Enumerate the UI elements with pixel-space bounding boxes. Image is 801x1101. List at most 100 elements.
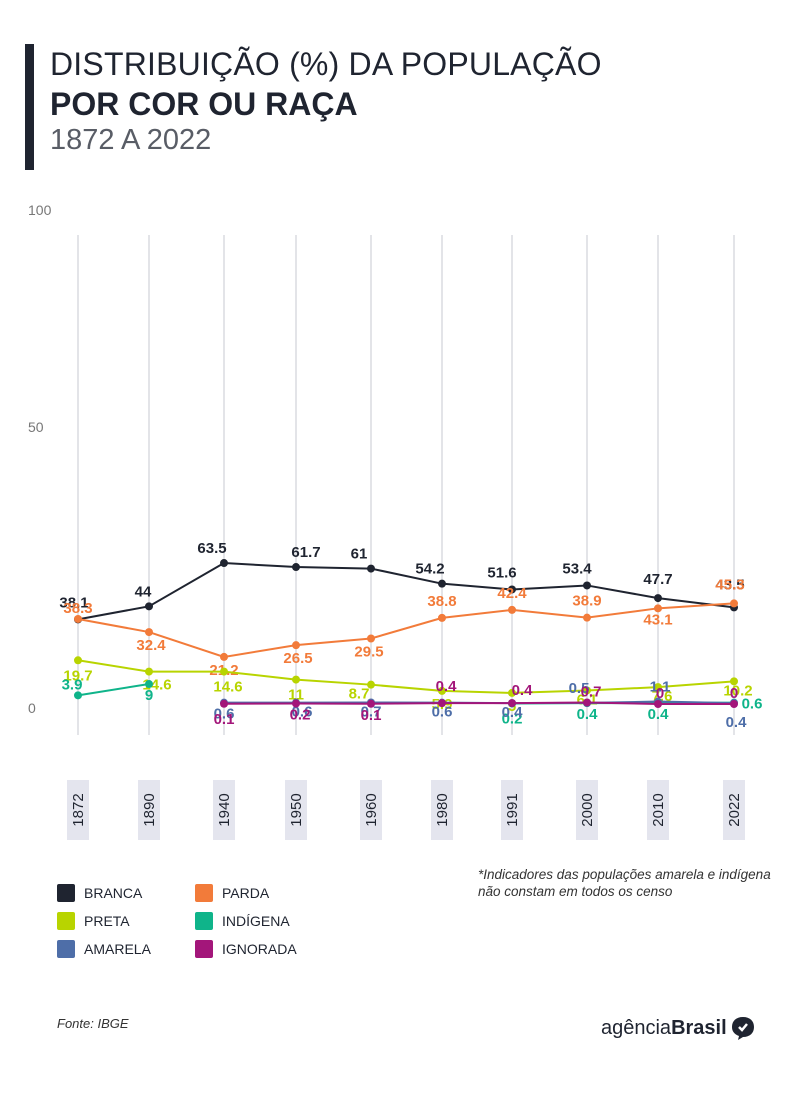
point-preta-1890 <box>145 667 153 676</box>
data-label-parda-1960: 29.5 <box>354 644 383 661</box>
series-line-ignorada <box>223 701 734 705</box>
legend-label-parda: PARDA <box>222 885 270 901</box>
point-preta-1991 <box>508 688 516 697</box>
legend-item-amarela: AMARELA <box>57 940 151 958</box>
point-preta-1872 <box>74 656 82 665</box>
data-label-ignorada-1950: 0.2 <box>290 707 311 724</box>
point-branca-1980 <box>438 579 446 588</box>
data-label-branca-1940: 63.5 <box>197 540 226 557</box>
x-tick-label-1950: 1950 <box>288 793 305 826</box>
data-label-branca-1872: 38.1 <box>59 594 88 611</box>
x-tick-label-1960: 1960 <box>363 793 380 826</box>
data-label-ignorada-2000: 0.7 <box>581 683 602 700</box>
data-label-parda-1890: 32.4 <box>136 637 166 654</box>
data-label-amarela-1950: 0.6 <box>292 704 313 721</box>
legend-swatch-ignorada <box>195 940 213 958</box>
chart-subtitle: 1872 A 2022 <box>50 124 212 156</box>
data-label-ignorada-1960: 0.1 <box>361 707 382 724</box>
agencia-brasil-logo: agênciaBrasil <box>601 1015 756 1041</box>
point-preta-1980 <box>438 686 446 695</box>
data-label-indgena-2010: 0.4 <box>648 706 670 723</box>
footnote: *Indicadores das populações amarela e in… <box>478 867 771 899</box>
legend-item-indgena: INDÍGENA <box>195 912 290 930</box>
point-preta-2010 <box>654 683 662 692</box>
point-branca-1890 <box>145 602 153 611</box>
x-tick-label-1991: 1991 <box>504 793 521 826</box>
point-parda-1980 <box>438 613 446 622</box>
data-label-parda-2010: 43.1 <box>643 611 672 628</box>
point-ignorada-2022 <box>730 700 738 708</box>
x-tick-label-1940: 1940 <box>216 793 233 826</box>
data-label-parda-2000: 38.9 <box>572 593 601 610</box>
y-tick-label: 0 <box>28 700 36 716</box>
chart-title-line2: POR COR OU RAÇA <box>50 86 358 122</box>
data-label-ignorada-2010: 0 <box>656 685 664 702</box>
point-ignorada-1991 <box>508 699 516 708</box>
data-label-amarela-2000: 0.5 <box>569 680 590 697</box>
x-tick-bg <box>723 780 745 840</box>
data-label-branca-1991: 51.6 <box>487 564 516 581</box>
legend-item-branca: BRANCA <box>57 884 142 902</box>
point-branca-2010 <box>654 594 662 603</box>
data-label-indgena-1991: 0.2 <box>502 711 523 728</box>
data-label-branca-2010: 47.7 <box>643 571 672 588</box>
data-label-ignorada-2022: 0 <box>730 685 738 702</box>
brand-wordmark: agênciaBrasil <box>601 1016 727 1039</box>
legend-label-ignorada: IGNORADA <box>222 941 297 957</box>
legend-swatch-amarela <box>57 940 75 958</box>
data-label-indgena-1872: 3.9 <box>62 676 83 693</box>
point-branca-2000 <box>583 581 591 590</box>
x-tick-bg <box>647 780 669 840</box>
data-label-indgena-2000: 0.4 <box>577 706 599 723</box>
data-label-parda-2022: 45.3 <box>715 576 744 593</box>
data-label-branca-1980: 54.2 <box>415 561 444 578</box>
source-label: Fonte: IBGE <box>57 1016 129 1031</box>
data-label-preta-1960: 8.7 <box>349 686 370 703</box>
series-line-branca <box>77 562 735 621</box>
data-label-amarela-1960: 0.7 <box>361 703 382 720</box>
point-ignorada-2000 <box>583 698 591 707</box>
legend-item-ignorada: IGNORADA <box>195 940 297 958</box>
point-ignorada-1960 <box>367 699 375 708</box>
point-parda-2000 <box>583 613 591 622</box>
legend-label-preta: PRETA <box>84 913 130 929</box>
data-label-ignorada-1980: 0.4 <box>436 678 458 695</box>
point-ignorada-1940 <box>220 699 228 708</box>
x-tick-bg <box>501 780 523 840</box>
data-label-parda-1872: 38.3 <box>63 600 92 617</box>
data-label-preta-1940: 14.6 <box>213 679 242 696</box>
chart-title-line1: DISTRIBUIÇÃO (%) DA POPULAÇÃO <box>50 46 602 82</box>
point-parda-1872 <box>74 614 82 623</box>
series-line-preta <box>77 659 735 694</box>
legend-swatch-indgena <box>195 912 213 930</box>
point-preta-1960 <box>367 680 375 689</box>
legend-label-indgena: INDÍGENA <box>222 913 290 929</box>
point-parda-1890 <box>145 628 153 637</box>
data-label-amarela-2022: 0.4 <box>726 714 748 731</box>
point-branca-1950 <box>292 563 300 572</box>
data-label-preta-1950: 11 <box>288 687 304 704</box>
data-label-ignorada-1991: 0.4 <box>512 682 534 699</box>
point-indgena-1890 <box>145 680 153 689</box>
data-label-branca-1950: 61.7 <box>291 544 320 561</box>
legend-item-preta: PRETA <box>57 912 130 930</box>
series-line-parda <box>77 602 735 658</box>
x-tick-bg <box>285 780 307 840</box>
data-label-preta-1872: 19.7 <box>63 667 92 684</box>
point-parda-1960 <box>367 634 375 643</box>
x-tick-bg <box>67 780 89 840</box>
x-tick-bg <box>576 780 598 840</box>
point-ignorada-1950 <box>292 699 300 708</box>
point-parda-1940 <box>220 652 228 661</box>
x-tick-label-1872: 1872 <box>70 793 87 826</box>
point-parda-1991 <box>508 605 516 614</box>
legend-swatch-preta <box>57 912 75 930</box>
point-branca-1991 <box>508 585 516 594</box>
x-tick-label-2000: 2000 <box>579 793 596 826</box>
line-chart: 100 50 0 1872 1890 1940 1950 1960 1980 1991 2000 20… <box>28 202 762 840</box>
x-tick-label-2022: 2022 <box>726 793 743 826</box>
data-label-branca-2022: 43.5 <box>715 576 744 593</box>
x-tick-bg <box>360 780 382 840</box>
data-label-parda-1991: 42.4 <box>497 585 527 602</box>
point-parda-1950 <box>292 641 300 650</box>
